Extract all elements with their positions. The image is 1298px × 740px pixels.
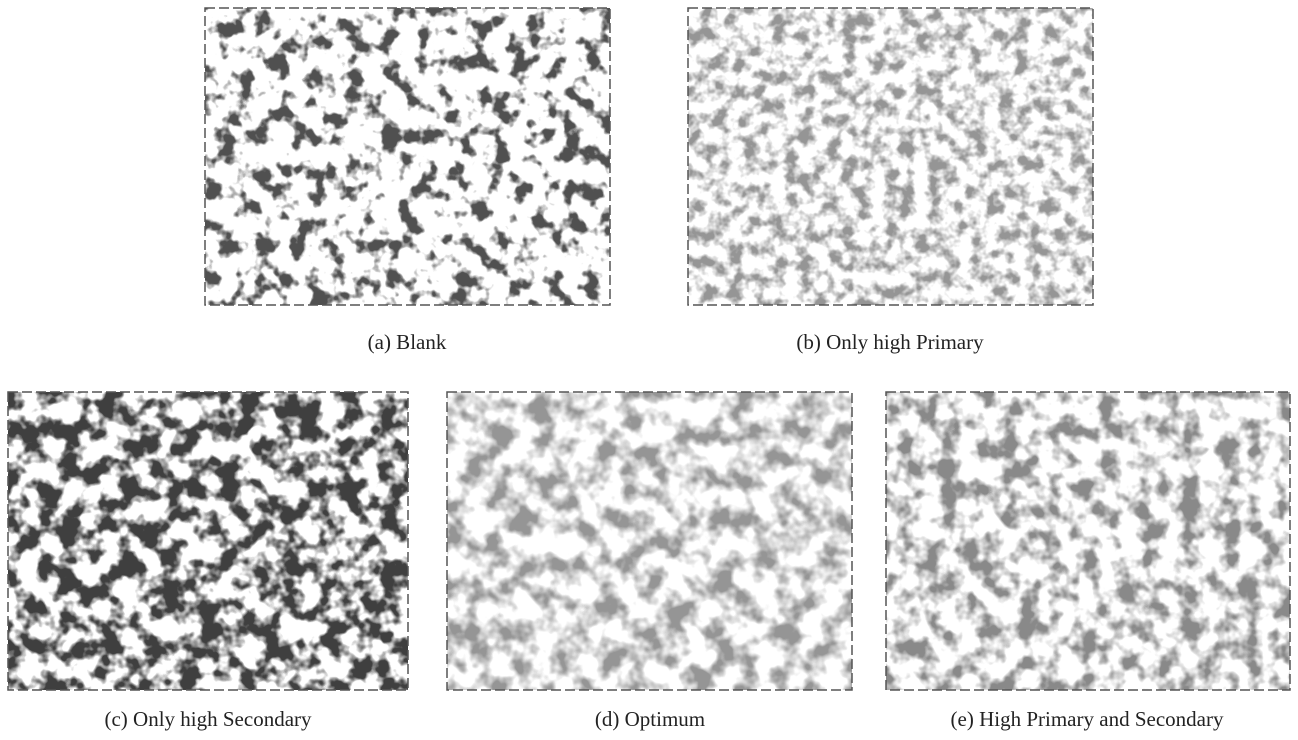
caption: (a) Blank [368,330,447,354]
caption: (e) High Primary and Secondary [951,707,1224,731]
micrograph [205,8,610,305]
micrograph [447,392,852,690]
panel-e: (e) High Primary and Secondary [886,392,1290,731]
caption: (c) Only high Secondary [104,707,312,731]
panel-b: (b) Only high Primary [688,8,1093,354]
panel-a: (a) Blank [205,8,610,354]
panel-d: (d) Optimum [447,392,852,731]
caption: (d) Optimum [595,707,705,731]
micrograph [8,392,408,690]
panel-c: (c) Only high Secondary [8,392,408,731]
caption: (b) Only high Primary [796,330,984,354]
figure: (a) Blank (b) Only high Primary (c) Only… [0,0,1298,740]
micrograph [886,392,1290,690]
page: (a) Blank (b) Only high Primary (c) Only… [0,0,1298,740]
micrograph [688,8,1093,305]
